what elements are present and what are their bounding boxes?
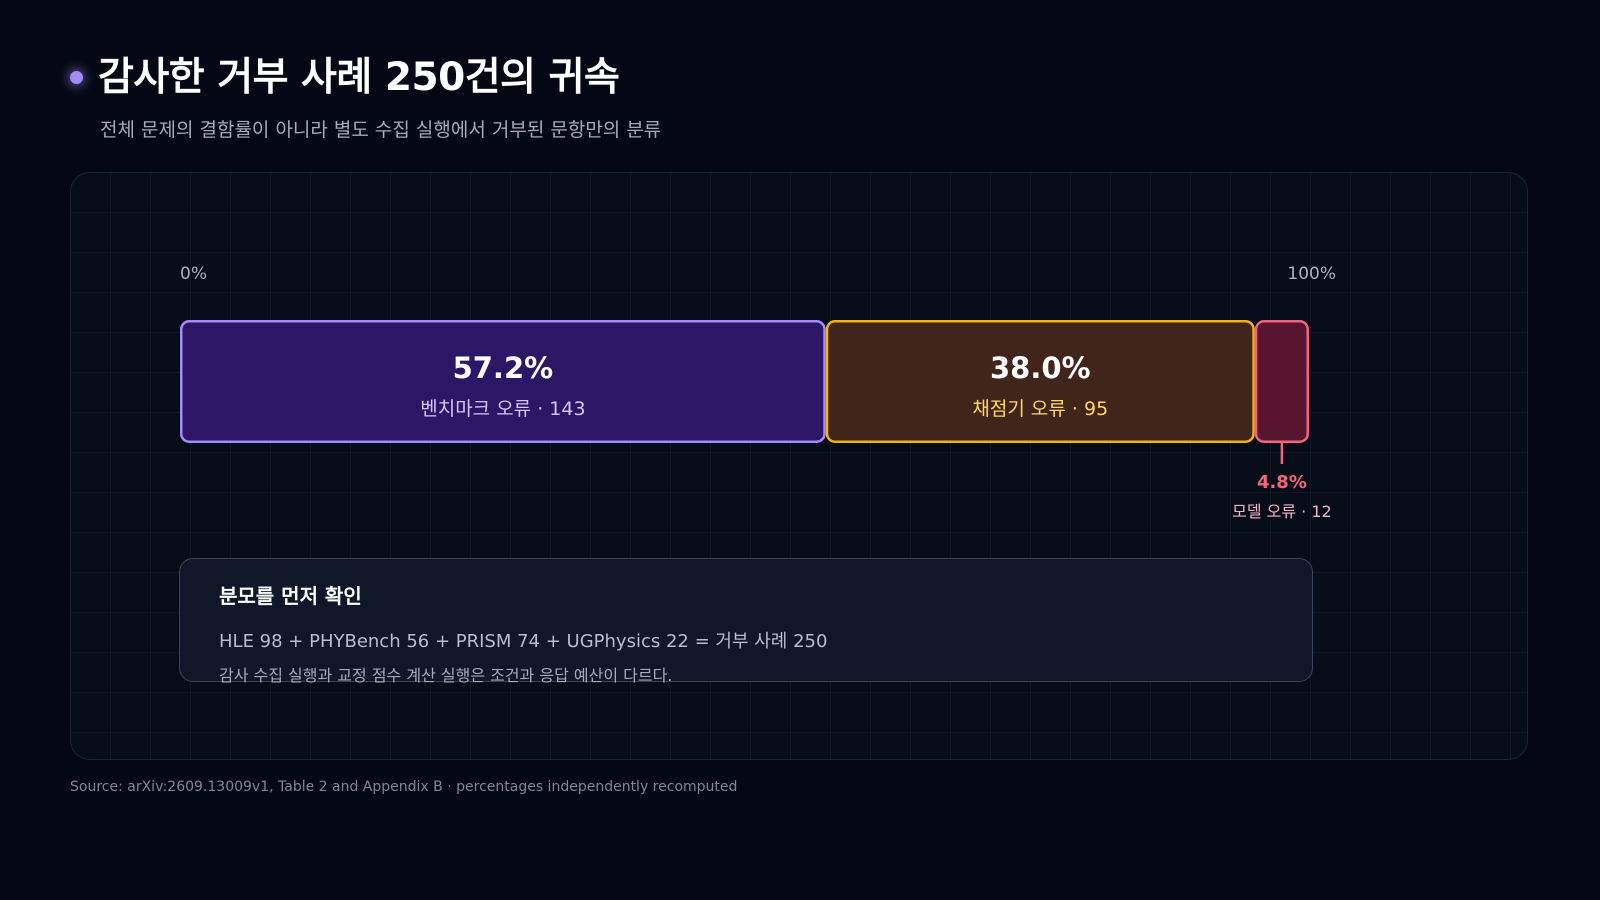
note-formula: HLE 98 + PHYBench 56 + PRISM 74 + UGPhys… bbox=[219, 627, 1312, 653]
segment-2-category-label: 채점기 오류 · 95 bbox=[972, 398, 1108, 420]
title-bullet-dot bbox=[70, 71, 83, 84]
denominator-note-box: 분모를 먼저 확인 HLE 98 + PHYBench 56 + PRISM 7… bbox=[179, 558, 1313, 682]
page-title: 감사한 거부 사례 250건의 귀속 bbox=[98, 46, 619, 102]
note-caveat: 감사 수집 실행과 교정 점수 계산 실행은 조건과 응답 예산이 다르다. bbox=[219, 662, 1312, 686]
segment-3-category-label: 모델 오류 · 12 bbox=[1232, 502, 1332, 521]
axis-label-100: 100% bbox=[1287, 264, 1336, 284]
segment-3-percent-label: 4.8% bbox=[1257, 472, 1307, 493]
note-title: 분모를 먼저 확인 bbox=[219, 580, 1312, 609]
chart-panel: 0% 100% 57.2% 벤치마크 오류 · 143 38.0% 채점기 오류 · 95… bbox=[70, 172, 1528, 760]
segment-3-bar bbox=[1256, 321, 1308, 442]
segment-1-percent-label: 57.2% bbox=[453, 351, 554, 385]
segment-2-percent-label: 38.0% bbox=[990, 351, 1091, 385]
segment-1-category-label: 벤치마크 오류 · 143 bbox=[420, 398, 585, 420]
page-subtitle: 전체 문제의 결함률이 아니라 별도 수집 실행에서 거부된 문항만의 분류 bbox=[100, 115, 661, 142]
axis-label-0: 0% bbox=[180, 264, 207, 284]
source-citation: Source: arXiv:2609.13009v1, Table 2 and … bbox=[70, 779, 737, 795]
